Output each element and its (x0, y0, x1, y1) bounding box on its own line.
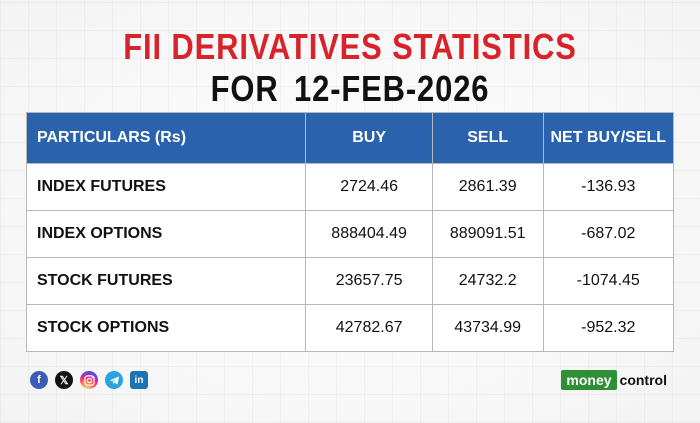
table-row: INDEX OPTIONS 888404.49 889091.51 -687.0… (25, 210, 674, 258)
header-sell: SELL (431, 112, 544, 164)
telegram-icon[interactable] (105, 371, 123, 389)
table-row: STOCK FUTURES 23657.75 24732.2 -1074.45 (25, 257, 674, 305)
row-particular: STOCK OPTIONS (25, 304, 307, 352)
row-sell: 889091.51 (431, 210, 544, 258)
title-for: FOR (210, 68, 279, 109)
header-buy: BUY (305, 112, 433, 164)
row-buy: 23657.75 (305, 257, 433, 305)
row-buy: 2724.46 (305, 163, 433, 211)
row-buy: 888404.49 (305, 210, 433, 258)
statistics-table: PARTICULARS (Rs) BUY SELL NET BUY/SELL I… (25, 112, 674, 352)
brand-money: money (561, 370, 617, 390)
title-date: 12-FEB-2026 (294, 68, 490, 109)
row-particular: INDEX FUTURES (25, 163, 307, 211)
brand-control: control (619, 372, 667, 388)
row-net: -136.93 (542, 163, 674, 211)
table-header-row: PARTICULARS (Rs) BUY SELL NET BUY/SELL (25, 112, 674, 164)
instagram-icon[interactable] (80, 371, 98, 389)
row-net: -687.02 (542, 210, 674, 258)
facebook-icon[interactable]: f (30, 371, 48, 389)
row-buy: 42782.67 (305, 304, 433, 352)
x-icon[interactable]: 𝕏 (55, 371, 73, 389)
row-net: -1074.45 (542, 257, 674, 305)
header-particulars: PARTICULARS (Rs) (25, 112, 307, 164)
page-subtitle: FOR 12-FEB-2026 (49, 68, 651, 110)
row-sell: 24732.2 (431, 257, 544, 305)
row-sell: 43734.99 (431, 304, 544, 352)
row-particular: STOCK FUTURES (25, 257, 307, 305)
row-sell: 2861.39 (431, 163, 544, 211)
title-line-1: FII DERIVATIVES STATISTICS (123, 26, 577, 67)
social-links: f 𝕏 in (30, 371, 148, 389)
header-net: NET BUY/SELL (542, 112, 674, 164)
table-row: STOCK OPTIONS 42782.67 43734.99 -952.32 (25, 304, 674, 352)
table-row: INDEX FUTURES 2724.46 2861.39 -136.93 (25, 163, 674, 211)
row-particular: INDEX OPTIONS (25, 210, 307, 258)
page-title: FII DERIVATIVES STATISTICS (49, 26, 651, 68)
brand-logo: money control (561, 370, 670, 390)
row-net: -952.32 (542, 304, 674, 352)
linkedin-icon[interactable]: in (130, 371, 148, 389)
